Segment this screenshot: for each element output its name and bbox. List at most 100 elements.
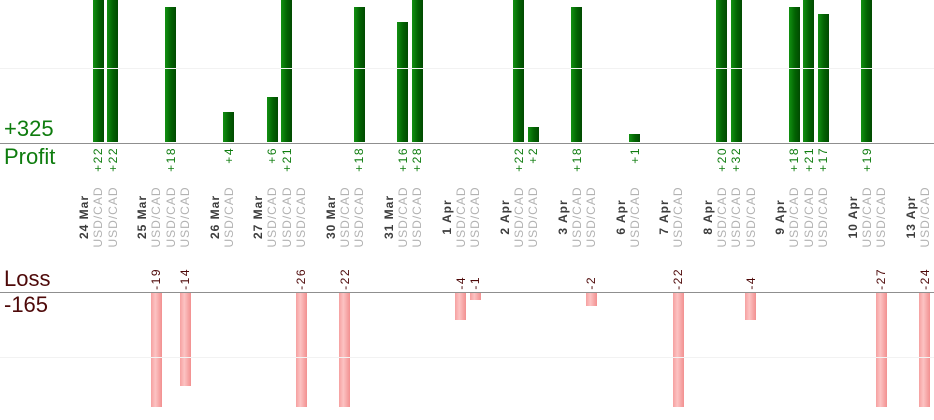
profit-bar[interactable] bbox=[397, 22, 408, 142]
symbol-label: USD/CAD bbox=[91, 186, 105, 248]
loss-bar[interactable] bbox=[151, 293, 162, 407]
symbol-label: USD/CAD bbox=[352, 186, 366, 248]
profit-bar[interactable] bbox=[571, 7, 582, 142]
profit-value-label: +16 bbox=[396, 147, 410, 172]
loss-bar[interactable] bbox=[455, 293, 466, 320]
profit-value-label: +17 bbox=[816, 147, 830, 172]
profit-value-label: +18 bbox=[787, 147, 801, 172]
symbol-label: USD/CAD bbox=[410, 186, 424, 248]
date-label: 7 Apr bbox=[657, 199, 671, 235]
profit-value-label: +18 bbox=[352, 147, 366, 172]
loss-bar[interactable] bbox=[919, 293, 930, 407]
loss-value-label: -22 bbox=[671, 268, 685, 290]
loss-value-label: -4 bbox=[744, 276, 758, 290]
loss-bars-area bbox=[0, 293, 934, 407]
loss-bar[interactable] bbox=[296, 293, 307, 407]
profit-value-label: +22 bbox=[91, 147, 105, 172]
loss-gridline bbox=[0, 357, 934, 358]
profit-value-label: +28 bbox=[410, 147, 424, 172]
loss-value-label: -1 bbox=[468, 276, 482, 290]
symbol-label: USD/CAD bbox=[454, 186, 468, 248]
profit-bar[interactable] bbox=[731, 0, 742, 142]
profit-bar[interactable] bbox=[223, 112, 234, 142]
symbol-label: USD/CAD bbox=[468, 186, 482, 248]
profit-value-label: +21 bbox=[802, 147, 816, 172]
profit-bar[interactable] bbox=[528, 127, 539, 142]
symbol-label: USD/CAD bbox=[874, 186, 888, 248]
symbol-label: USD/CAD bbox=[570, 186, 584, 248]
symbol-label: USD/CAD bbox=[294, 186, 308, 248]
date-label: 24 Mar bbox=[77, 194, 91, 240]
date-label: 30 Mar bbox=[324, 194, 338, 240]
date-label: 1 Apr bbox=[440, 199, 454, 235]
symbol-label: USD/CAD bbox=[526, 186, 540, 248]
loss-bar[interactable] bbox=[745, 293, 756, 320]
profit-bar[interactable] bbox=[93, 0, 104, 142]
profit-value-label: +4 bbox=[222, 147, 236, 164]
profit-value-label: +18 bbox=[570, 147, 584, 172]
profit-value-label: +18 bbox=[164, 147, 178, 172]
profit-bar[interactable] bbox=[412, 0, 423, 142]
profit-bar[interactable] bbox=[281, 0, 292, 142]
profit-gridline bbox=[0, 68, 934, 69]
symbol-label: USD/CAD bbox=[715, 186, 729, 248]
date-label: 26 Mar bbox=[208, 194, 222, 240]
symbol-label: USD/CAD bbox=[178, 186, 192, 248]
profit-bar[interactable] bbox=[107, 0, 118, 142]
loss-bar[interactable] bbox=[586, 293, 597, 306]
loss-bar[interactable] bbox=[180, 293, 191, 386]
symbol-label: USD/CAD bbox=[396, 186, 410, 248]
loss-bar[interactable] bbox=[876, 293, 887, 407]
profit-axis-label: Profit bbox=[4, 144, 56, 169]
profit-value-label: +19 bbox=[860, 147, 874, 172]
profit-bar[interactable] bbox=[165, 7, 176, 142]
date-label: 31 Mar bbox=[382, 194, 396, 240]
loss-value-label: -14 bbox=[178, 268, 192, 290]
profit-bar[interactable] bbox=[716, 0, 727, 142]
profit-bar[interactable] bbox=[818, 14, 829, 142]
symbol-label: USD/CAD bbox=[338, 186, 352, 248]
date-label: 8 Apr bbox=[701, 199, 715, 235]
symbol-label: USD/CAD bbox=[149, 186, 163, 248]
date-label: 6 Apr bbox=[614, 199, 628, 235]
profit-bar[interactable] bbox=[354, 7, 365, 142]
symbol-label: USD/CAD bbox=[280, 186, 294, 248]
profit-value-label: +2 bbox=[526, 147, 540, 164]
symbol-label: USD/CAD bbox=[860, 186, 874, 248]
loss-bar[interactable] bbox=[673, 293, 684, 407]
symbol-label: USD/CAD bbox=[164, 186, 178, 248]
profit-value-label: +1 bbox=[628, 147, 642, 164]
loss-axis-label: Loss bbox=[4, 266, 51, 291]
profit-bars-area bbox=[0, 0, 934, 142]
loss-bar[interactable] bbox=[470, 293, 481, 300]
profit-value-label: +22 bbox=[106, 147, 120, 172]
symbol-label: USD/CAD bbox=[744, 186, 758, 248]
profit-bar[interactable] bbox=[861, 0, 872, 142]
date-label: 13 Apr bbox=[904, 195, 918, 239]
date-label: 10 Apr bbox=[846, 195, 860, 239]
symbol-label: USD/CAD bbox=[265, 186, 279, 248]
profit-bar[interactable] bbox=[267, 97, 278, 142]
symbol-label: USD/CAD bbox=[918, 186, 932, 248]
profit-value-label: +32 bbox=[729, 147, 743, 172]
loss-value-label: -22 bbox=[338, 268, 352, 290]
profit-value-label: +22 bbox=[512, 147, 526, 172]
date-label: 3 Apr bbox=[556, 199, 570, 235]
loss-value-label: -2 bbox=[584, 276, 598, 290]
loss-bar[interactable] bbox=[339, 293, 350, 407]
loss-value-label: -4 bbox=[454, 276, 468, 290]
date-label: 9 Apr bbox=[773, 199, 787, 235]
profit-bar[interactable] bbox=[513, 0, 524, 142]
profit-value-label: +6 bbox=[265, 147, 279, 164]
profit-value-label: +20 bbox=[715, 147, 729, 172]
profit-total: +325 bbox=[4, 116, 54, 141]
loss-value-label: -19 bbox=[149, 268, 163, 290]
symbol-label: USD/CAD bbox=[628, 186, 642, 248]
profit-bar[interactable] bbox=[803, 0, 814, 142]
date-label: 25 Mar bbox=[135, 194, 149, 240]
profit-axis-line bbox=[0, 143, 934, 144]
profit-bar[interactable] bbox=[629, 134, 640, 142]
date-label: 2 Apr bbox=[498, 199, 512, 235]
profit-bar[interactable] bbox=[789, 7, 800, 142]
